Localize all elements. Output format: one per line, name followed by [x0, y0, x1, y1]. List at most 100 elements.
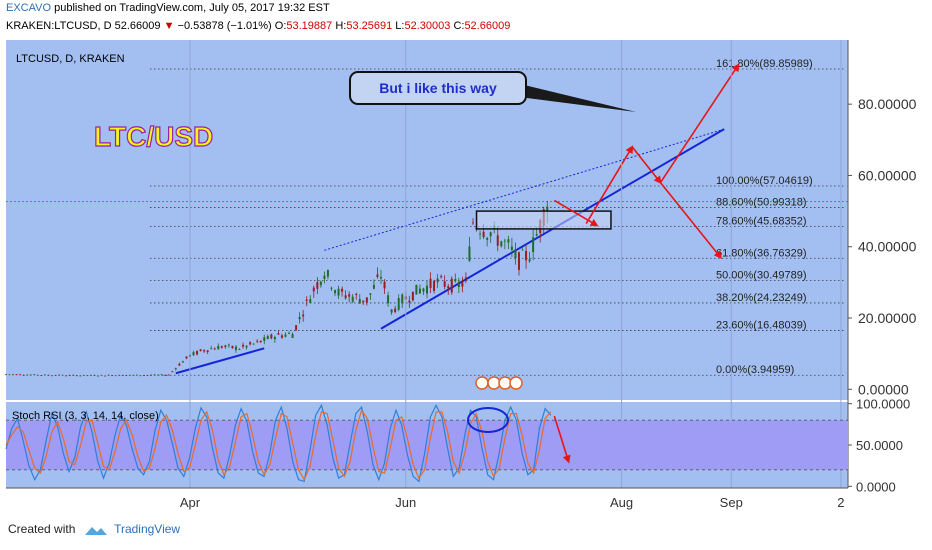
candle-body — [372, 284, 375, 289]
candle-body — [500, 241, 503, 247]
author-name[interactable]: EXCAVO — [6, 2, 52, 14]
candle-body — [454, 278, 457, 282]
candle-body — [288, 333, 291, 334]
candle-body — [217, 345, 220, 350]
symbol-pane-label: LTCUSD, D, KRAKEN — [16, 53, 125, 65]
stoch-highlight-ellipse[interactable] — [467, 407, 509, 433]
candle-body — [185, 356, 188, 359]
time-tick-label: Apr — [180, 495, 201, 510]
event-marker-7[interactable] — [487, 376, 501, 390]
candle-body — [82, 374, 85, 376]
candle-body — [312, 287, 315, 292]
fib-level-label: 61.80%(36.76329) — [716, 247, 807, 259]
candle-body — [486, 237, 489, 240]
candle-body — [528, 259, 531, 262]
candle-body — [43, 374, 46, 376]
price-tick-label: 0.00000 — [858, 381, 909, 397]
candle-body — [104, 375, 107, 377]
high-value: 53.25691 — [346, 20, 393, 32]
trendline[interactable] — [324, 128, 725, 251]
candle-body — [19, 374, 22, 376]
callout-pointer — [520, 84, 636, 112]
projection-arrow[interactable] — [553, 199, 599, 227]
low-label: L: — [395, 20, 405, 32]
candlesticks — [5, 200, 549, 377]
time-tick-label: 2 — [837, 495, 844, 510]
projection-arrow[interactable] — [659, 182, 722, 259]
candle-body — [436, 278, 439, 283]
publish-info: EXCAVO published on TradingView.com, Jul… — [6, 2, 330, 14]
price-tick-label: 20.00000 — [858, 310, 917, 326]
candle-body — [238, 349, 241, 350]
candle-body — [65, 375, 68, 377]
fib-level-label: 38.20%(24.23249) — [716, 292, 807, 304]
consolidation-rectangle[interactable] — [475, 210, 612, 230]
close-label: C: — [453, 20, 465, 32]
callout-bubble[interactable]: But i like this way — [349, 71, 636, 112]
projection-arrow[interactable] — [631, 146, 662, 185]
candle-body — [496, 235, 499, 246]
fib-level-label: 161.80%(89.85989) — [716, 58, 813, 70]
candle-body — [334, 290, 337, 294]
projection-arrows[interactable] — [553, 63, 740, 259]
candle-body — [387, 295, 390, 304]
candle-body — [266, 336, 269, 340]
stoch-projection-arrow[interactable] — [553, 415, 571, 464]
event-markers[interactable] — [475, 376, 523, 390]
callout-text: But i like this way — [379, 80, 497, 96]
low-value: 52.30003 — [404, 20, 451, 32]
candle-body — [326, 270, 329, 277]
candle-body — [422, 288, 425, 292]
candle-body — [450, 278, 453, 293]
candle-body — [150, 374, 153, 376]
candle-body — [503, 240, 506, 242]
candle-body — [376, 274, 379, 277]
event-marker-5[interactable] — [509, 376, 523, 390]
candle-body — [121, 375, 124, 376]
high-label: H: — [335, 20, 347, 32]
candle-body — [29, 374, 32, 376]
candle-body — [157, 374, 160, 376]
flag-event-icon[interactable] — [475, 376, 489, 390]
candle-body — [160, 374, 163, 376]
candle-body — [5, 374, 7, 376]
candle-body — [305, 299, 308, 301]
candle-body — [319, 281, 322, 286]
chart-area[interactable]: 0.00%(3.94959) 23.60%(16.48039) 38.20%(24.… — [0, 38, 932, 518]
candle-body — [72, 374, 75, 376]
candle-body — [135, 374, 138, 376]
candle-body — [213, 348, 216, 350]
candle-body — [323, 275, 326, 279]
candle-body — [302, 314, 305, 317]
tradingview-brand-link[interactable]: TradingView — [114, 522, 181, 536]
stoch-axis: 0.0000 50.0000 100.0000 — [848, 397, 910, 494]
candle-body — [273, 336, 276, 340]
projection-arrow[interactable] — [659, 63, 740, 184]
stoch-title: Stoch RSI (3, 3, 14, 14, close) — [12, 410, 159, 422]
candle-body — [295, 325, 298, 330]
candle-body — [192, 352, 195, 356]
candle-body — [79, 375, 82, 377]
time-tick-label: Aug — [610, 495, 633, 510]
consolidation-box[interactable] — [475, 210, 612, 230]
callout-box — [349, 71, 527, 105]
trendline[interactable] — [175, 347, 265, 375]
candle-body — [224, 345, 227, 347]
candle-body — [36, 374, 39, 376]
candle-body — [429, 278, 432, 289]
candle-body — [12, 374, 15, 376]
candle-body — [440, 276, 443, 278]
candle-body — [15, 374, 18, 376]
candle-body — [390, 309, 393, 313]
candle-body — [348, 294, 351, 297]
candle-body — [443, 281, 446, 287]
candle-body — [203, 350, 206, 352]
event-marker-2[interactable] — [498, 376, 512, 390]
price-tick-label: 40.00000 — [858, 239, 917, 255]
price-tick-label: 60.00000 — [858, 167, 917, 183]
created-with-label: Created with — [8, 522, 76, 536]
candle-body — [96, 375, 99, 377]
fib-level-label: 50.00%(30.49789) — [716, 270, 807, 282]
projection-arrow[interactable] — [585, 145, 634, 224]
publish-date: published on TradingView.com, July 05, 2… — [54, 2, 330, 14]
